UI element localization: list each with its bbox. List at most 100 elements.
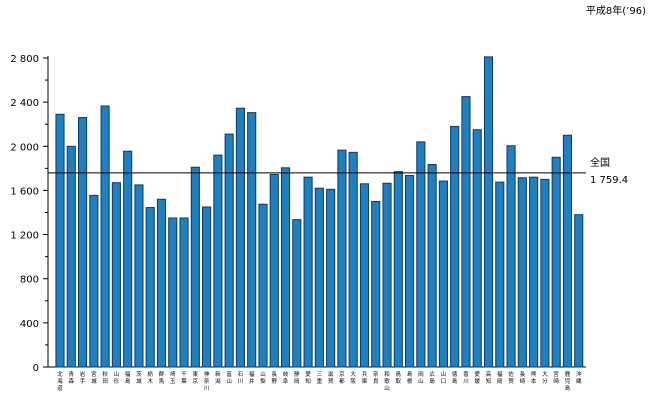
x-tick-label: 栃木	[147, 370, 153, 385]
reference-value: 1 759.4	[590, 175, 628, 186]
x-tick-label: 新潟	[215, 370, 221, 385]
bar-青森	[66, 145, 76, 368]
x-tick-label: 長崎	[520, 371, 526, 385]
bar-広島	[427, 163, 437, 368]
bar-鹿児島	[562, 134, 573, 368]
bar-山形	[111, 182, 121, 368]
x-tick-label: 沖縄	[576, 370, 582, 385]
x-tick-label: 広島	[429, 370, 435, 385]
bar-長崎	[517, 177, 527, 368]
x-tick-label: 滋賀	[328, 370, 334, 385]
x-tick-label: 岐阜	[283, 370, 289, 385]
bar-茨城	[134, 184, 144, 368]
x-tick-label: 福井	[249, 370, 255, 385]
y-tick-label: 2 000	[10, 142, 39, 153]
bar-福岡	[495, 181, 505, 368]
x-tick-label: 大分	[542, 370, 548, 385]
bar-奈良	[371, 200, 381, 368]
bar-京都	[337, 149, 347, 368]
x-tick-label: 福岡	[497, 370, 503, 385]
x-tick-label: 静岡	[294, 370, 300, 385]
x-tick-label: 和歌山	[384, 370, 390, 392]
bar-東京	[190, 166, 200, 368]
x-tick-label: 岩手	[80, 370, 86, 385]
bar-香川	[461, 96, 471, 368]
x-tick-label: 山口	[441, 370, 447, 385]
x-tick-label: 神奈川	[204, 370, 210, 392]
y-tick-label: 2 400	[10, 98, 39, 109]
x-tick-label: 宮崎	[553, 370, 559, 385]
y-tick-label: 800	[20, 275, 39, 286]
x-tick-label: 青森	[69, 370, 75, 385]
x-tick-label: 茨城	[136, 370, 142, 385]
bar-宮城	[89, 194, 99, 368]
bar-岐阜	[280, 167, 291, 368]
x-tick-label: 富山	[226, 370, 232, 385]
x-tick-label: 千葉	[181, 370, 187, 385]
bar-宮崎	[551, 156, 561, 368]
bar-秋田	[100, 105, 110, 368]
x-tick-label: 愛知	[305, 370, 311, 385]
x-tick-label: 福島	[125, 370, 131, 385]
bar-岡山	[416, 141, 426, 368]
bar-鳥取	[393, 171, 403, 368]
y-tick-label: 1 600	[10, 186, 39, 197]
x-tick-label: 高知	[486, 370, 492, 385]
x-tick-label: 東京	[193, 370, 199, 385]
bar-滋賀	[326, 188, 336, 368]
bar-福井	[247, 112, 257, 368]
x-tick-label: 鳥取	[396, 370, 402, 385]
bar-神奈川	[202, 206, 212, 368]
bar-千葉	[179, 217, 189, 368]
x-tick-label: 大阪	[350, 370, 356, 385]
bar-熊本	[529, 176, 539, 368]
bar-岩手	[77, 117, 88, 368]
x-tick-label: 宮城	[91, 370, 97, 385]
bar-三重	[314, 187, 324, 368]
x-tick-label: 愛媛	[474, 370, 480, 385]
x-tick-label: 佐賀	[508, 370, 514, 385]
bar-沖縄	[574, 214, 584, 368]
y-tick-label: 2 800	[10, 54, 39, 65]
bar-島根	[405, 175, 415, 368]
bar-和歌山	[382, 182, 392, 368]
bar-埼玉	[168, 217, 178, 368]
x-tick-label: 兵庫	[362, 370, 368, 385]
x-tick-label: 北海道	[57, 370, 63, 392]
bar-群馬	[156, 198, 167, 368]
x-tick-label: 長野	[271, 371, 277, 385]
bar-山口	[438, 180, 448, 368]
bar-福島	[123, 150, 133, 368]
x-tick-label: 群馬	[159, 370, 165, 385]
bar-栃木	[145, 207, 155, 368]
bar-石川	[235, 107, 245, 368]
bar-長野	[269, 173, 279, 368]
x-tick-label: 埼玉	[170, 370, 176, 385]
bar-愛媛	[472, 129, 482, 368]
bar-佐賀	[506, 145, 516, 368]
bar-愛知	[303, 176, 313, 368]
x-tick-label: 香川	[463, 370, 469, 385]
bar-高知	[483, 56, 494, 368]
bar-富山	[224, 133, 234, 368]
x-tick-label: 鹿児島	[565, 370, 571, 392]
y-tick-label: 1 200	[10, 231, 39, 242]
bar-新潟	[213, 154, 223, 368]
bar-徳島	[450, 125, 460, 368]
year-note: 平成8年(’96)	[585, 6, 646, 17]
bar-大阪	[348, 151, 358, 368]
bar-大分	[540, 178, 550, 368]
x-tick-label: 石川	[238, 371, 244, 385]
y-tick-label: 0	[33, 363, 39, 374]
x-tick-label: 岡山	[418, 371, 424, 385]
x-tick-label: 三重	[317, 371, 323, 385]
x-tick-label: 島根	[407, 370, 413, 385]
x-tick-label: 徳島	[452, 370, 458, 385]
x-tick-label: 奈良	[373, 370, 379, 385]
bar-兵庫	[359, 183, 370, 368]
x-tick-label: 山形	[114, 370, 120, 385]
y-tick-label: 400	[20, 319, 39, 330]
bar-静岡	[292, 219, 302, 368]
x-tick-label: 秋田	[102, 370, 108, 385]
